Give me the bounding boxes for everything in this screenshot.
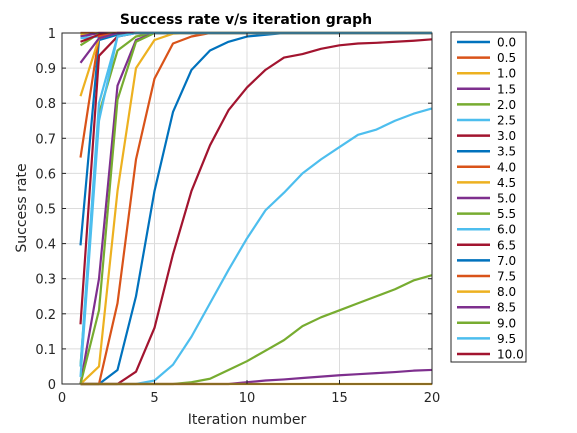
y-tick-label: 0 (48, 378, 56, 393)
legend-label: 2.5 (497, 114, 516, 128)
y-tick-label: 0.5 (35, 203, 56, 218)
y-tick-label: 0.7 (35, 132, 56, 147)
x-tick-label: 20 (424, 391, 441, 406)
legend-label: 2.0 (497, 98, 516, 112)
y-tick-label: 0.3 (35, 273, 56, 288)
y-tick-label: 0.4 (35, 238, 56, 253)
y-tick-label: 0.6 (35, 167, 56, 182)
x-tick-label: 10 (239, 391, 256, 406)
x-tick-label: 0 (58, 391, 66, 406)
legend: 0.00.5 1.01.5 2.0 2.53.0 3.54.0 4.5 5.05.5 6.06… (450, 31, 527, 363)
y-axis-title: Success rate (14, 163, 30, 252)
legend-label: 3.0 (497, 129, 516, 143)
x-tick-label: 5 (150, 391, 158, 406)
legend-label: 9.0 (497, 316, 516, 330)
y-tick-label: 0.1 (35, 343, 56, 358)
legend-label: 6.0 (497, 223, 516, 237)
chart-title: Success rate v/s iteration graph (120, 12, 372, 28)
y-tick-label: 0.9 (35, 62, 56, 77)
y-tick-label: 0.8 (35, 97, 56, 112)
y-tick-label: 0.2 (35, 308, 56, 323)
legend-label: 7.5 (497, 270, 516, 284)
legend-label: 1.5 (497, 82, 516, 96)
legend-label: 9.5 (497, 332, 516, 346)
legend-label: 1.0 (497, 67, 516, 81)
x-axis-title: Iteration number (188, 412, 307, 428)
legend-label: 8.5 (497, 301, 516, 315)
y-axis-ticks: 0 0.1 0.2 0.3 0.4 0.5 0.6 0.7 0.8 0.9 1 (35, 27, 432, 393)
legend-label: 0.0 (497, 36, 516, 50)
legend-label: 4.0 (497, 160, 516, 174)
legend-label: 5.5 (497, 207, 516, 221)
legend-label: 8.0 (497, 285, 516, 299)
legend-label: 6.5 (497, 238, 516, 252)
legend-label: 7.0 (497, 254, 516, 268)
legend-label: 5.0 (497, 192, 516, 206)
x-tick-label: 15 (331, 391, 348, 406)
x-axis-ticks: 0 5 10 15 20 (58, 33, 440, 406)
legend-label: 4.5 (497, 176, 516, 190)
legend-label: 3.5 (497, 145, 516, 159)
y-tick-label: 1 (48, 27, 56, 42)
legend-label: 0.5 (497, 51, 516, 65)
legend-label: 10.0 (497, 348, 524, 362)
series-line-20 (80, 38, 433, 386)
